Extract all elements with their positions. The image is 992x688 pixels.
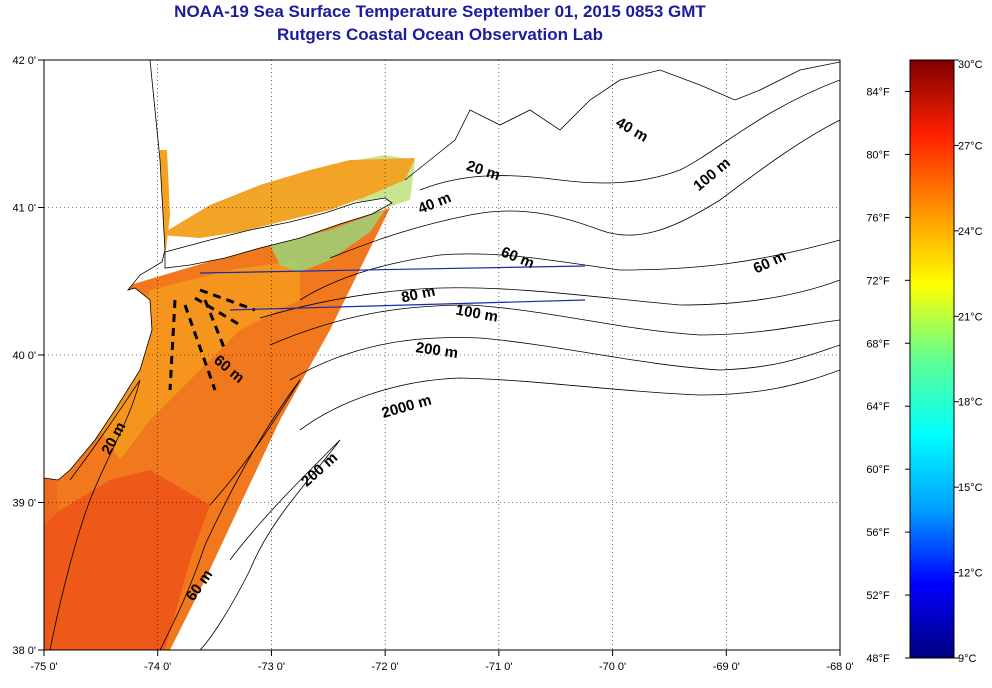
celsius-tick-label: 21°C [958, 311, 983, 323]
fahrenheit-tick-label: 84°F [866, 86, 890, 98]
map-axis-labels: -75 0' -74 0' -73 0' -72 0' -71 0' -70 0' -69 … [12, 55, 853, 673]
fahrenheit-tick-label: 56°F [866, 527, 890, 539]
contour-80m [259, 279, 840, 319]
contour-20m-north [419, 79, 840, 191]
map-title: NOAA-19 Sea Surface Temperature Septembe… [174, 2, 706, 21]
lat-tick-label: 38 0' [12, 645, 36, 657]
celsius-tick-label: 18°C [958, 397, 983, 409]
depth-contour-label: 80 m [400, 283, 437, 307]
fahrenheit-tick-label: 80°F [866, 149, 890, 161]
lon-tick-label: -71 0' [485, 661, 512, 673]
depth-contour-label: 200 m [415, 339, 459, 362]
fahrenheit-tick-label: 48°F [866, 653, 890, 665]
fahrenheit-tick-label: 52°F [866, 590, 890, 602]
celsius-tick-label: 27°C [958, 140, 983, 152]
sst-southern-water [44, 470, 210, 650]
lon-tick-label: -73 0' [258, 661, 285, 673]
contour-40m [329, 119, 840, 259]
lat-lon-grid [44, 60, 840, 650]
sst-delaware-bay [44, 478, 58, 525]
contour-20m-south [49, 379, 141, 650]
celsius-tick-label: 30°C [958, 59, 983, 71]
fahrenheit-tick-label: 60°F [866, 464, 890, 476]
contour-60m-south [159, 379, 301, 650]
hudson-canyon-dashes [168, 288, 256, 391]
transect-line-south [229, 299, 586, 311]
new-england-coast [404, 61, 840, 181]
contour-100m [269, 304, 840, 346]
celsius-tick-label: 9°C [958, 653, 977, 665]
contour-60m [299, 239, 840, 301]
map-subtitle: Rutgers Coastal Ocean Observation Lab [277, 25, 603, 44]
lon-tick-label: -74 0' [144, 661, 171, 673]
long-island-land [164, 197, 393, 269]
lon-tick-label: -72 0' [372, 661, 399, 673]
new-jersey-land [44, 60, 166, 481]
fahrenheit-tick-label: 76°F [866, 212, 890, 224]
lat-tick-label: 40 0' [12, 350, 36, 362]
celsius-tick-label: 15°C [958, 482, 983, 494]
coastline-and-bathymetry [49, 61, 840, 650]
sst-long-island-sound [160, 158, 415, 238]
lat-tick-label: 41 0' [12, 203, 36, 215]
lon-tick-label: -75 0' [30, 661, 57, 673]
sst-cool-patch [270, 210, 385, 272]
colorbar-gradient [909, 59, 955, 659]
transect-line-north [199, 265, 586, 274]
lon-tick-label: -68 0' [826, 661, 853, 673]
transect-lines [199, 265, 586, 311]
fahrenheit-tick-label: 72°F [866, 275, 890, 287]
fahrenheit-tick-label: 68°F [866, 338, 890, 350]
lat-tick-label: 39 0' [12, 498, 36, 510]
fahrenheit-tick-label: 64°F [866, 401, 890, 413]
celsius-tick-label: 24°C [958, 226, 983, 238]
contour-2000m [299, 369, 840, 431]
lon-tick-label: -69 0' [713, 661, 740, 673]
lat-tick-label: 42 0' [12, 55, 36, 67]
colorbar-ticks: 30°C 27°C 24°C 21°C 18°C 15°C 12°C 9°C 84°F 80°F 7… [866, 59, 982, 665]
lon-tick-label: -70 0' [599, 661, 626, 673]
celsius-tick-label: 12°C [958, 568, 983, 580]
contour-200m-south [199, 439, 341, 650]
contour-200m [289, 337, 840, 381]
